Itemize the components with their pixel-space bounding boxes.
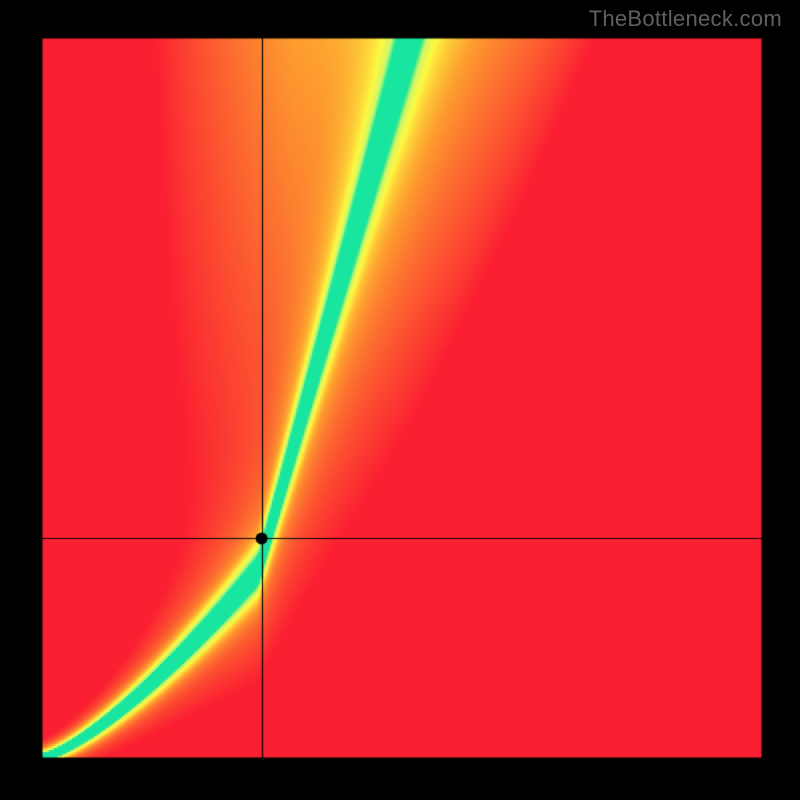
bottleneck-heatmap-canvas [0, 0, 800, 800]
watermark-text: TheBottleneck.com [589, 6, 782, 32]
